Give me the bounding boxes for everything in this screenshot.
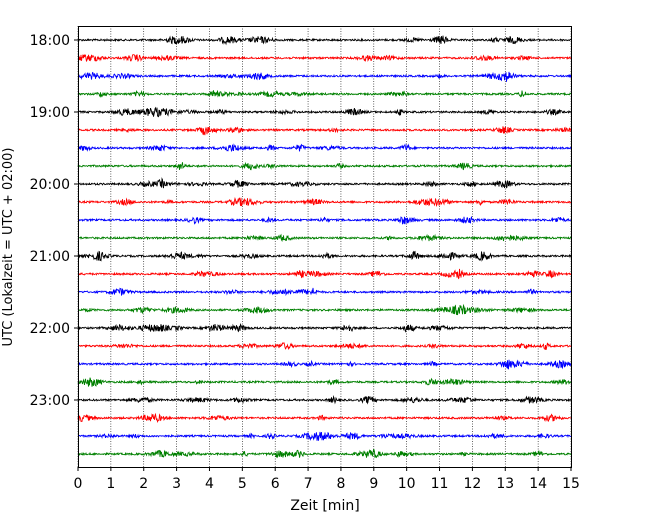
trace-22 xyxy=(77,431,572,442)
trace-3 xyxy=(77,89,572,98)
trace-11 xyxy=(77,233,572,243)
trace-16 xyxy=(77,323,572,333)
x-tick-label-15: 15 xyxy=(562,476,580,492)
trace-0 xyxy=(77,35,572,46)
seismic-traces xyxy=(77,35,572,459)
x-tick-label-5: 5 xyxy=(238,476,247,492)
vertical-grid xyxy=(77,26,572,467)
y-tick-label-2: 20:00 xyxy=(30,177,70,193)
x-tick-label-6: 6 xyxy=(271,476,280,492)
x-axis: 0 1 2 3 4 5 6 7 8 9 10 11 12 13 14 15 xyxy=(74,467,580,492)
trace-7 xyxy=(77,161,572,171)
x-tick-label-14: 14 xyxy=(529,476,547,492)
x-tick-label-12: 12 xyxy=(463,476,481,492)
x-tick-label-13: 13 xyxy=(496,476,514,492)
x-tick-label-0: 0 xyxy=(74,476,83,492)
y-tick-label-3: 21:00 xyxy=(30,249,70,265)
trace-19 xyxy=(77,377,572,387)
trace-1 xyxy=(77,53,572,63)
trace-5 xyxy=(77,126,572,136)
trace-23 xyxy=(77,449,572,459)
trace-9 xyxy=(77,196,572,208)
x-tick-label-10: 10 xyxy=(398,476,416,492)
x-tick-label-4: 4 xyxy=(205,476,214,492)
trace-2 xyxy=(77,71,572,82)
plot-frame xyxy=(78,26,572,468)
x-tick-label-1: 1 xyxy=(106,476,115,492)
x-tick-label-11: 11 xyxy=(431,476,449,492)
x-tick-label-7: 7 xyxy=(304,476,313,492)
trace-12 xyxy=(77,250,572,262)
x-axis-label: Zeit [min] xyxy=(290,498,359,514)
x-tick-label-8: 8 xyxy=(336,476,345,492)
trace-6 xyxy=(77,143,572,153)
y-tick-label-1: 19:00 xyxy=(30,105,70,121)
trace-4 xyxy=(77,106,572,118)
trace-18 xyxy=(77,359,572,370)
y-axis-label: UTC (Lokalzeit = UTC + 02:00) xyxy=(1,148,16,347)
trace-13 xyxy=(77,268,572,280)
trace-10 xyxy=(77,215,572,225)
x-tick-label-9: 9 xyxy=(369,476,378,492)
trace-21 xyxy=(77,412,572,424)
x-tick-label-2: 2 xyxy=(139,476,148,492)
trace-20 xyxy=(77,395,572,405)
y-tick-label-5: 23:00 xyxy=(30,393,70,409)
y-tick-label-4: 22:00 xyxy=(30,321,70,337)
y-axis: 18:00 19:00 20:00 21:00 22:00 23:00 xyxy=(30,33,78,409)
y-tick-label-0: 18:00 xyxy=(30,33,70,49)
trace-17 xyxy=(77,342,572,351)
trace-14 xyxy=(78,287,572,297)
trace-15 xyxy=(77,303,572,316)
trace-8 xyxy=(77,177,572,189)
x-tick-label-3: 3 xyxy=(172,476,181,492)
